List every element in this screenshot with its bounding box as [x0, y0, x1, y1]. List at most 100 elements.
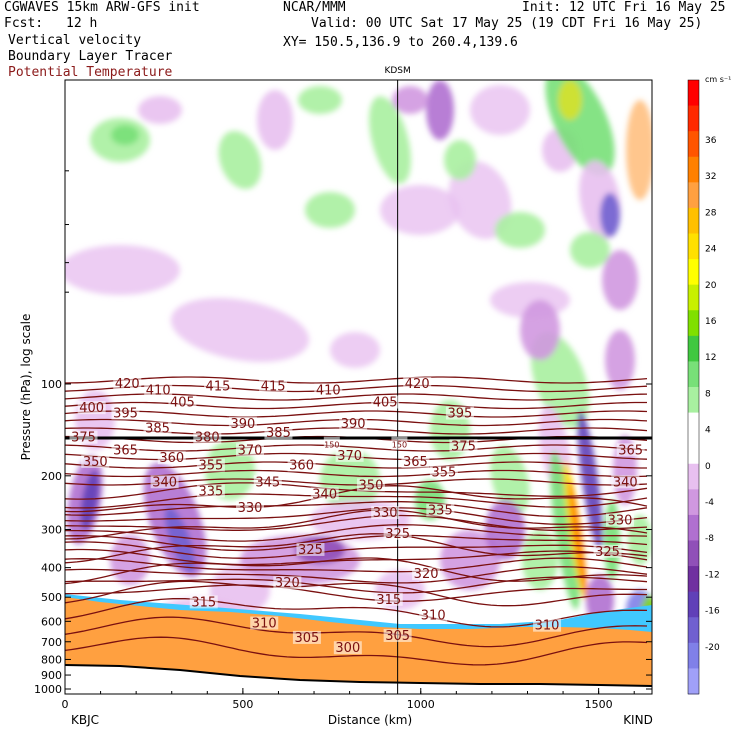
theta-label: 420: [115, 377, 140, 392]
chart-title: KDSM: [384, 66, 410, 76]
y-tick-label: 200: [41, 470, 62, 483]
theta-label: 405: [373, 396, 398, 411]
theta-label: 360: [159, 451, 184, 466]
w-field-patch: [448, 161, 512, 239]
theta-label: 375: [451, 439, 476, 454]
colorbar-label: 36: [705, 136, 717, 146]
theta-label-bg: [335, 448, 364, 462]
theta-label: 385: [266, 426, 291, 441]
colorbar-swatch: [688, 156, 699, 183]
theta-label: 325: [298, 543, 323, 558]
theta-label: 305: [295, 631, 320, 646]
colorbar-swatch: [688, 566, 699, 593]
theta-contour: [65, 376, 648, 384]
plot-frame: [64, 79, 653, 695]
theta-label-bg: [429, 465, 458, 479]
theta-contour: [65, 444, 648, 452]
w-field-patch: [257, 90, 293, 150]
theta-label-bg: [143, 421, 172, 435]
colorbar-swatch: [688, 284, 699, 311]
w-field-patch: [579, 160, 621, 240]
y-tick-label: 300: [41, 524, 62, 537]
colorbar-label: 12: [705, 353, 716, 363]
theta-label: 340: [613, 475, 638, 490]
w-field-patch: [392, 86, 428, 114]
theta-label: 390: [341, 417, 366, 432]
theta-label: 150: [392, 441, 407, 450]
theta-label: 340: [312, 487, 337, 502]
theta-label-bg: [111, 406, 140, 420]
w-field-patch: [558, 80, 582, 120]
theta-label-bg: [593, 544, 622, 558]
colorbar-label: 32: [705, 172, 716, 182]
y-tick-label: 500: [41, 591, 62, 604]
theta-label-bg: [69, 430, 98, 444]
theta-label-bg: [144, 383, 173, 397]
forecast-hour: 12 h: [66, 16, 98, 31]
theta-label-bg: [193, 430, 222, 444]
theta-label-bg: [605, 513, 634, 527]
theta-label: 330: [373, 506, 398, 521]
theta-label: 325: [385, 527, 410, 542]
theta-label: 365: [618, 443, 643, 458]
colorbar-label: -8: [705, 534, 714, 544]
theta-label: 310: [252, 617, 277, 632]
colorbar-swatch: [688, 642, 699, 669]
w-field-patch: [369, 96, 411, 184]
theta-label-bg: [611, 475, 640, 489]
y-tick-label: 600: [41, 615, 62, 628]
theta-label-bg: [296, 542, 325, 556]
theta-label-bg: [314, 383, 343, 397]
theta-label: 150: [324, 441, 339, 450]
theta-label-bg: [157, 451, 186, 465]
theta-contour: [65, 533, 648, 564]
theta-label-bg: [333, 641, 362, 655]
colorbar-swatch: [688, 438, 699, 465]
theta-contour: [65, 616, 648, 648]
w-field-patch: [602, 250, 638, 310]
w-field-patch: [380, 185, 460, 235]
w-field-patch: [495, 212, 545, 248]
valid-time: Valid: 00 UTC Sat 17 May 25 (19 CDT Fri …: [311, 16, 703, 31]
theta-label-bg: [426, 503, 455, 517]
colorbar-swatch: [688, 540, 699, 567]
w-field-patch: [470, 85, 530, 135]
theta-label: 315: [191, 595, 216, 610]
theta-contour: [65, 580, 648, 607]
theta-label-bg: [401, 454, 430, 468]
theta-label: 380: [195, 431, 220, 446]
forecast-label: Fcst:: [4, 16, 44, 31]
w-field-patch: [65, 245, 180, 295]
x-tick-label: 500: [232, 698, 253, 711]
theta-label: 310: [535, 619, 560, 634]
theta-label-bg: [113, 377, 142, 390]
theta-label: 370: [337, 449, 362, 464]
theta-label-bg: [533, 618, 562, 632]
theta-contour: [65, 541, 648, 559]
theta-label: 385: [145, 422, 170, 437]
colorbar-swatch: [688, 387, 699, 414]
theta-label: 370: [238, 443, 263, 458]
theta-contour: [65, 485, 648, 513]
theta-label: 395: [113, 407, 138, 422]
model-title: CGWAVES 15km ARW-GFS init: [4, 0, 200, 15]
theta-contour: [65, 410, 648, 418]
y-axis-title: Pressure (hPa), log scale: [19, 314, 33, 461]
colorbar-swatch: [688, 412, 699, 439]
theta-label-bg: [168, 395, 197, 409]
colorbar-swatch: [688, 489, 699, 516]
theta-label: 330: [238, 501, 263, 516]
theta-label: 320: [414, 567, 439, 582]
theta-label-bg: [81, 454, 110, 468]
theta-label-bg: [391, 436, 408, 450]
theta-label: 415: [206, 380, 231, 395]
theta-label-bg: [264, 426, 293, 440]
theta-contour: [65, 584, 647, 602]
y-tick-label: 900: [41, 669, 62, 682]
theta-label: 410: [146, 383, 171, 398]
theta-label: 330: [608, 513, 633, 528]
colorbar-label: -16: [705, 607, 720, 617]
colorbar-swatch: [688, 361, 699, 388]
theta-label-bg: [403, 377, 432, 390]
theta-label-bg: [419, 608, 448, 622]
